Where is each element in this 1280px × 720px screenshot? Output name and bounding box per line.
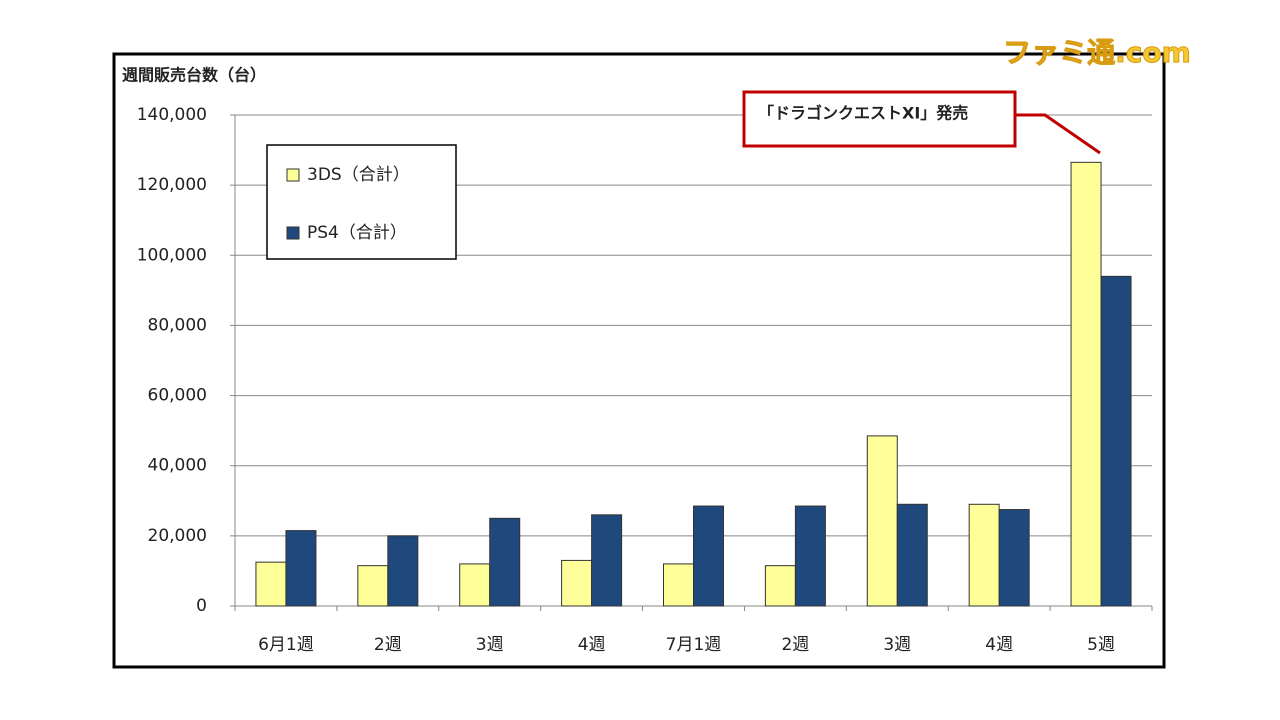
legend-swatch	[286, 226, 300, 240]
annotation-box	[742, 90, 1017, 148]
bar	[896, 503, 928, 607]
annotation-leader	[1015, 113, 1101, 155]
x-tick-label: 7月1週	[666, 635, 722, 655]
bar	[794, 505, 826, 607]
y-tick-label: 120,000	[137, 175, 207, 195]
annotation-group: 「ドラゴンクエストXI」発売	[742, 90, 1101, 155]
y-tick-label: 140,000	[137, 105, 207, 125]
bar	[998, 509, 1030, 607]
bar	[764, 565, 796, 607]
bar	[285, 530, 317, 607]
y-tick-label: 80,000	[148, 315, 207, 335]
bar	[591, 514, 623, 607]
x-tick-label: 5週	[1087, 635, 1115, 655]
bar	[459, 563, 491, 607]
x-tick-label: 2週	[374, 635, 402, 655]
x-tick-label: 3週	[476, 635, 504, 655]
y-axis-label: 週間販売台数（台）	[122, 66, 266, 85]
legend-swatch	[286, 168, 300, 182]
bar	[1100, 275, 1132, 607]
y-tick-label: 20,000	[148, 526, 207, 546]
bar	[489, 517, 521, 607]
bar	[866, 435, 898, 607]
x-tick-label: 2週	[781, 635, 809, 655]
y-tick-label: 0	[196, 596, 207, 616]
legend-label: PS4（合計）	[307, 223, 407, 243]
y-tick-label: 40,000	[148, 456, 207, 476]
bar	[561, 559, 593, 607]
legend-label: 3DS（合計）	[307, 165, 410, 185]
x-tick-label: 6月1週	[258, 635, 314, 655]
x-tick-label: 4週	[578, 635, 606, 655]
x-tick-label: 4週	[985, 635, 1013, 655]
bar	[1070, 161, 1102, 607]
y-tick-label: 60,000	[148, 386, 207, 406]
y-tick-label: 100,000	[137, 245, 207, 265]
bar	[968, 503, 1000, 607]
bar	[663, 563, 694, 607]
bar	[255, 561, 287, 607]
bar	[357, 565, 389, 607]
watermark: ファミ通.com	[1003, 36, 1191, 69]
x-tick-label: 3週	[883, 635, 911, 655]
annotation-text: 「ドラゴンクエストXI」発売	[758, 104, 968, 123]
bar	[387, 535, 419, 607]
legend-box	[266, 144, 457, 260]
bar	[693, 505, 724, 607]
